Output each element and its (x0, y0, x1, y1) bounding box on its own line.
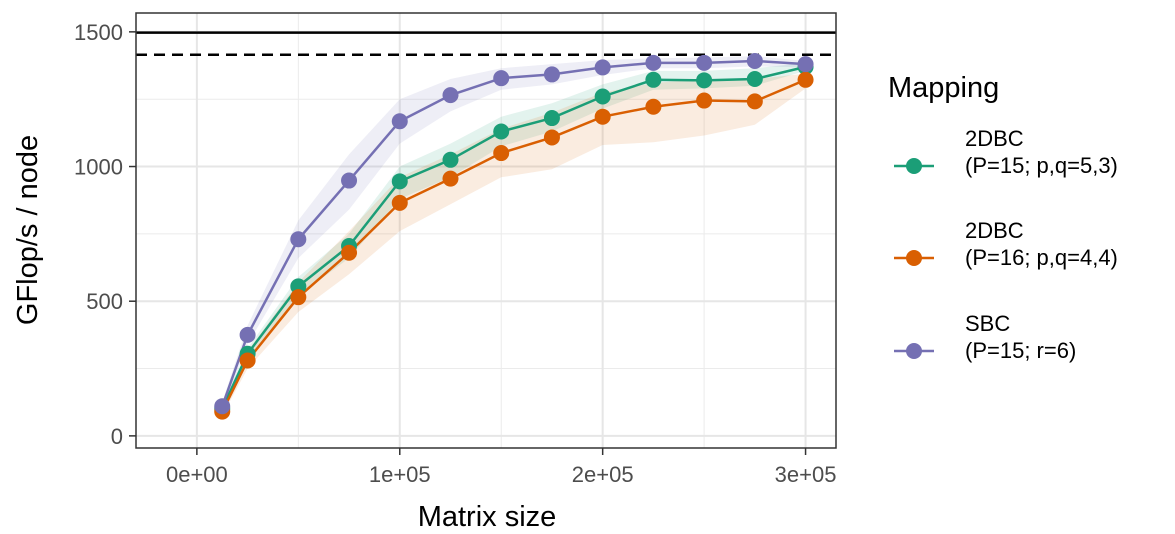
legend-label-line2: (P=15; r=6) (965, 338, 1076, 363)
data-point-series-0 (746, 70, 763, 87)
legend-entry: 2DBC(P=16; p,q=4,4) (894, 218, 1118, 270)
data-point-series-1 (442, 170, 459, 187)
x-axis-title: Matrix size (418, 501, 557, 533)
band-series-1 (222, 73, 806, 416)
reference-lines (136, 31, 836, 56)
series-points (214, 52, 814, 420)
data-point-series-2 (442, 87, 459, 104)
panel-border (135, 12, 837, 449)
data-point-series-2 (594, 59, 611, 76)
data-point-series-1 (341, 244, 358, 261)
legend-label-line2: (P=16; p,q=4,4) (965, 245, 1118, 270)
legend-key-point (906, 250, 922, 266)
legend-key-point (906, 343, 922, 359)
data-point-series-1 (290, 289, 307, 306)
legend-entry: SBC(P=15; r=6) (894, 311, 1076, 363)
data-point-series-0 (442, 151, 459, 168)
legend-label-line1: 2DBC (965, 218, 1024, 243)
x-tick-label: 3e+05 (775, 462, 837, 487)
data-point-series-2 (341, 172, 358, 189)
data-point-series-1 (543, 129, 560, 146)
y-axis-ticks: 0 500 1000 1500 (74, 20, 136, 449)
data-point-series-1 (594, 108, 611, 125)
data-point-series-0 (493, 123, 510, 140)
data-point-series-2 (696, 54, 713, 71)
data-point-series-1 (391, 194, 408, 211)
band-series-0 (222, 62, 806, 413)
data-point-series-0 (391, 173, 408, 190)
legend-label-line2: (P=15; p,q=5,3) (965, 153, 1118, 178)
data-point-series-1 (746, 93, 763, 110)
data-point-series-0 (594, 88, 611, 105)
data-point-series-2 (645, 54, 662, 71)
legend-label-line1: SBC (965, 311, 1010, 336)
data-point-series-1 (645, 98, 662, 115)
y-tick-label: 0 (111, 424, 123, 449)
data-point-series-1 (797, 71, 814, 88)
data-point-series-0 (645, 71, 662, 88)
legend-title: Mapping (888, 72, 999, 104)
x-tick-label: 0e+00 (166, 462, 228, 487)
data-point-series-2 (746, 52, 763, 69)
data-point-series-2 (797, 56, 814, 73)
data-point-series-0 (696, 72, 713, 89)
data-point-series-1 (696, 92, 713, 109)
data-point-series-2 (239, 326, 256, 343)
data-point-series-2 (493, 70, 510, 87)
data-point-series-0 (543, 110, 560, 127)
y-tick-label: 500 (86, 289, 123, 314)
data-point-series-2 (543, 66, 560, 83)
y-tick-label: 1500 (74, 20, 123, 45)
data-point-series-1 (493, 145, 510, 162)
data-point-series-2 (290, 231, 307, 248)
x-axis-ticks: 0e+00 1e+05 2e+05 3e+05 (166, 448, 836, 487)
data-point-series-2 (391, 113, 408, 130)
data-point-series-2 (214, 398, 231, 415)
legend-entry: 2DBC(P=15; p,q=5,3) (894, 126, 1118, 178)
legend-key-point (906, 158, 922, 174)
band-series-2 (222, 56, 806, 411)
legend: Mapping 2DBC(P=15; p,q=5,3)2DBC(P=16; p,… (888, 72, 1118, 363)
legend-label-line1: 2DBC (965, 126, 1024, 151)
x-tick-label: 1e+05 (369, 462, 431, 487)
confidence-bands (222, 56, 806, 416)
x-tick-label: 2e+05 (572, 462, 634, 487)
data-point-series-1 (239, 352, 256, 369)
y-tick-label: 1000 (74, 155, 123, 180)
y-axis-title: GFlop/s / node (12, 135, 44, 325)
